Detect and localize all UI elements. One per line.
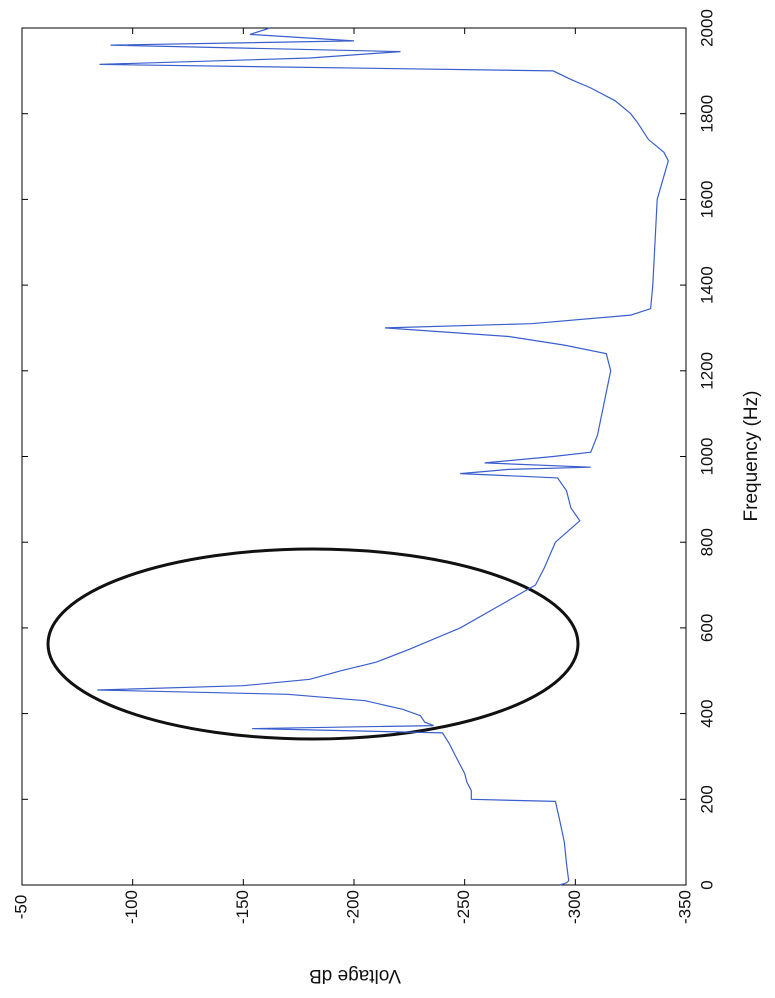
- y-tick-label: -350: [675, 890, 694, 924]
- y-tick-label: -200: [343, 890, 362, 924]
- plot-frame: [21, 27, 687, 886]
- x-tick-label: 1400: [697, 266, 716, 304]
- y-tick-label: -150: [233, 890, 252, 924]
- x-tick-label: 1000: [697, 438, 716, 476]
- y-axis-label: Voltage dB: [309, 965, 401, 986]
- x-tick-label: 1600: [697, 180, 716, 218]
- data-line: [97, 27, 669, 886]
- x-tick-label: 600: [697, 614, 716, 642]
- y-tick-label: -250: [454, 890, 473, 924]
- y-tick-label: -100: [122, 890, 141, 924]
- x-tick-label: 400: [697, 699, 716, 727]
- x-tick-label: 1200: [697, 352, 716, 390]
- x-tick-label: 200: [697, 785, 716, 813]
- x-axis-label: Frequency (Hz): [741, 391, 762, 522]
- y-tick-label: -300: [565, 890, 584, 924]
- highlight-ellipse: [46, 547, 580, 741]
- x-tick-label: 800: [697, 528, 716, 556]
- x-tick-label: 1800: [697, 95, 716, 133]
- x-tick-label: 2000: [697, 9, 716, 47]
- y-tick-label: -50: [11, 895, 30, 920]
- x-tick-label: 0: [697, 880, 716, 889]
